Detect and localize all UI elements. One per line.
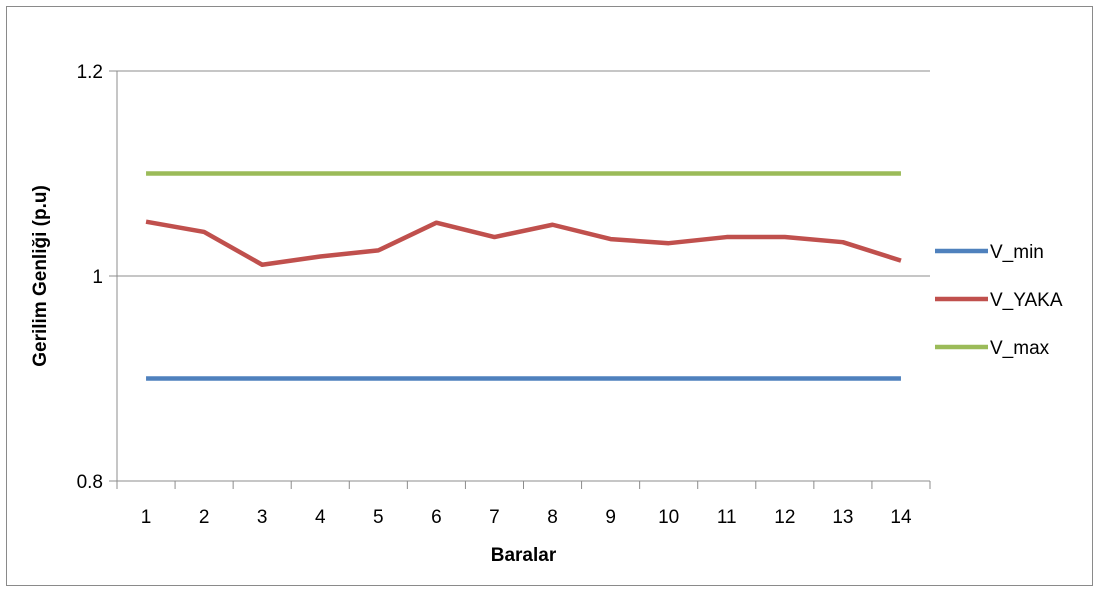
x-tick-label: 9: [605, 507, 616, 528]
x-tick-label: 13: [832, 507, 853, 528]
x-tick-label: 7: [489, 507, 500, 528]
x-tick-label: 10: [658, 507, 679, 528]
x-tick-label: 12: [774, 507, 795, 528]
tick-labels: 0.811.21 2 3 4 5 6 7 8 9 10 11 12 13 14: [77, 62, 912, 528]
x-tick-label: 11: [717, 507, 737, 528]
series-lines: [145, 171, 902, 381]
x-tick-label: 14: [890, 507, 912, 528]
legend-label-v-max: V_max: [990, 338, 1050, 359]
legend-label-v-yaka: V_YAKA: [990, 290, 1063, 311]
x-axis-title: Baralar: [491, 545, 557, 566]
x-tick-label: 4: [315, 507, 326, 528]
chart-frame: 0.8 1 1.2 1 2 3 4 5 6 7 8 9 10 11 12 13 14 Baralar Geril…: [6, 6, 1093, 586]
x-tick-label: 2: [199, 507, 210, 528]
x-tick-label: 1: [141, 507, 152, 528]
series-line-v-yaka: [145, 219, 902, 267]
y-axis-title: Gerilim Genliği (p.u): [30, 185, 51, 367]
y-tick-label: 1.2: [77, 62, 103, 83]
gridlines: [117, 70, 930, 482]
legend-label-v-min: V_min: [990, 242, 1044, 263]
legend: V_min V_YAKA V_max: [935, 242, 1063, 359]
x-tick-label: 5: [373, 507, 384, 528]
x-tick-label: 6: [431, 507, 442, 528]
x-tick-label: 8: [547, 507, 558, 528]
y-tick-label: 1: [92, 267, 103, 288]
y-tick-label: 0.8: [77, 472, 103, 493]
axes: [109, 70, 931, 489]
x-tick-label: 3: [257, 507, 268, 528]
line-chart: 0.811.21 2 3 4 5 6 7 8 9 10 11 12 13 14 Baralar Geril…: [30, 62, 1063, 566]
